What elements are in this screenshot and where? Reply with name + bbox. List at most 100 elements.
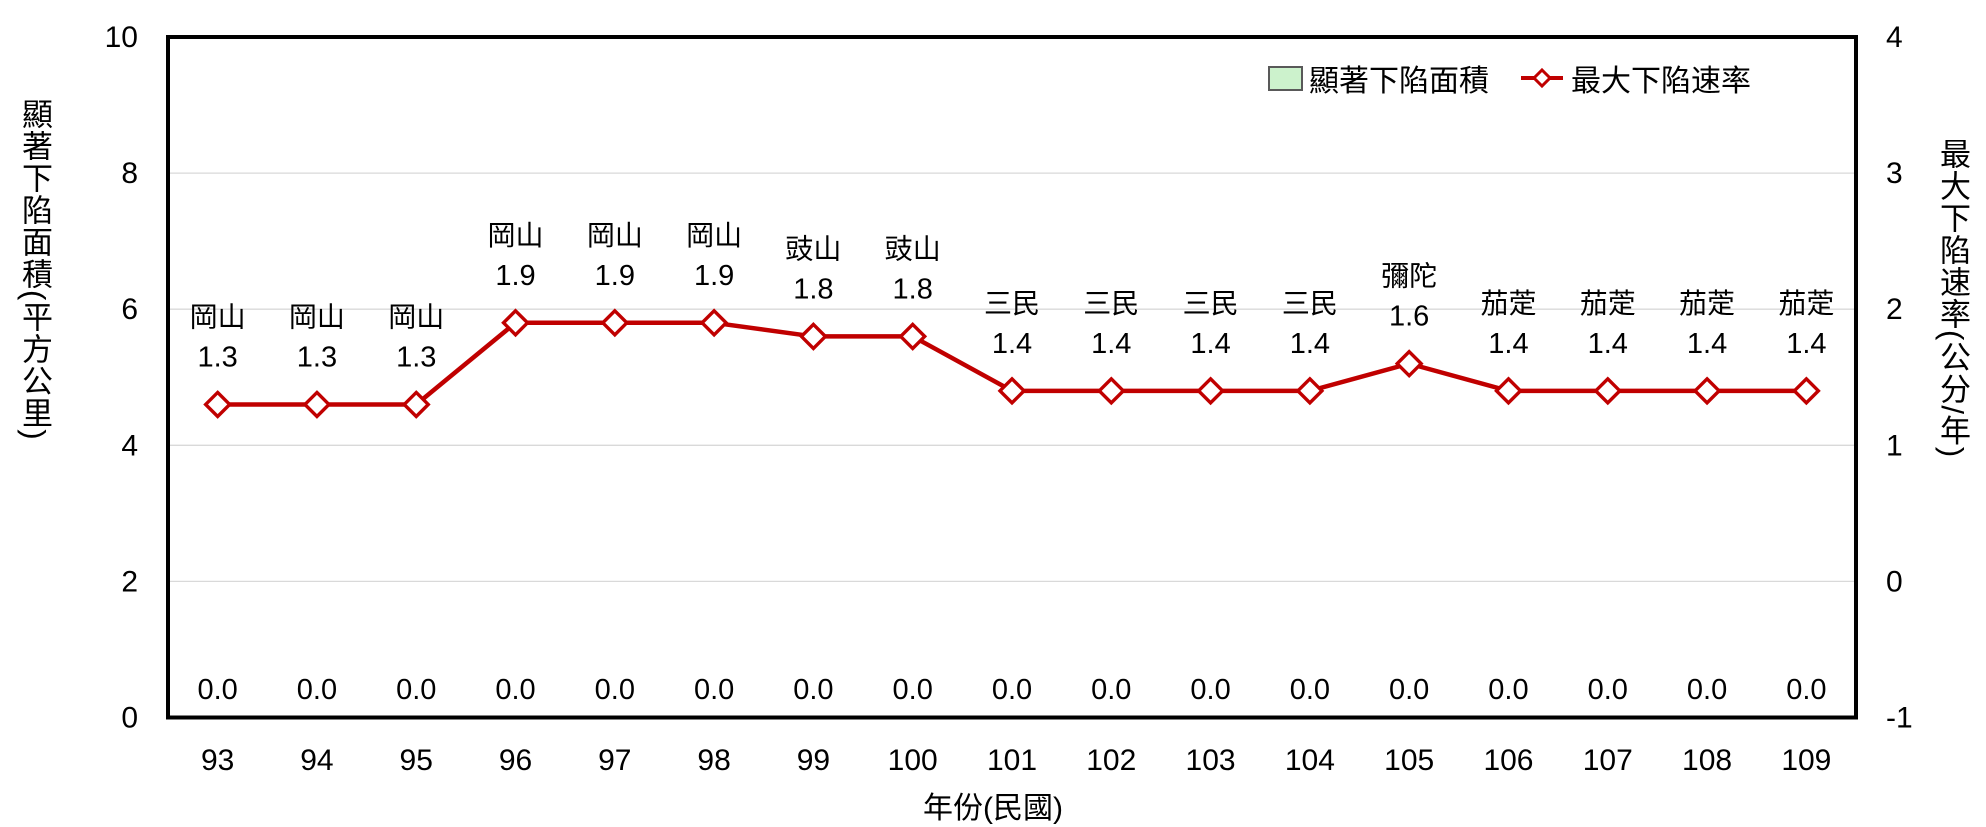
point-place-label: 岡山 (686, 220, 742, 251)
x-axis-tick-label: 98 (697, 744, 730, 777)
point-place-label: 三民 (1282, 288, 1338, 319)
point-value-label: 1.6 (1389, 301, 1429, 333)
area-value-label: 0.0 (694, 674, 734, 706)
left-axis-tick-label: 2 (121, 565, 138, 598)
point-value-label: 1.9 (595, 260, 635, 292)
area-value-label: 0.0 (595, 674, 635, 706)
data-point-marker (1196, 376, 1225, 406)
data-point-marker (997, 376, 1027, 406)
data-point-marker (699, 308, 729, 338)
left-axis-tick-label: 4 (121, 429, 138, 462)
area-value-label: 0.0 (1389, 674, 1429, 706)
right-axis-tick-label: 2 (1886, 293, 1903, 326)
point-place-label: 三民 (1183, 288, 1239, 319)
point-value-label: 1.9 (495, 260, 535, 292)
data-point-marker (1791, 376, 1821, 406)
left-axis-title: 顯著下陷面積(平方公里) (17, 98, 52, 441)
x-axis-tick-label: 102 (1086, 744, 1136, 777)
right-axis-tick-label: -1 (1886, 702, 1913, 735)
x-axis-tick-label: 105 (1384, 744, 1434, 777)
legend-area-label: 顯著下陷面積 (1309, 65, 1489, 98)
data-point-marker (1096, 376, 1126, 406)
x-axis-tick-label: 99 (797, 744, 830, 777)
area-value-label: 0.0 (396, 674, 436, 706)
point-value-label: 1.8 (793, 273, 833, 305)
point-place-label: 茄萣 (1778, 288, 1834, 319)
data-point-marker (898, 322, 928, 351)
area-value-label: 0.0 (1290, 674, 1330, 706)
data-point-marker (1593, 376, 1623, 406)
data-point-marker (1494, 376, 1523, 406)
x-axis-tick-label: 95 (400, 744, 433, 777)
point-place-label: 豉山 (785, 233, 841, 264)
data-point-marker (600, 308, 630, 338)
point-value-label: 1.4 (1290, 328, 1330, 360)
x-axis-tick-label: 94 (300, 744, 333, 777)
left-axis-tick-label: 8 (121, 157, 138, 190)
x-axis-tick-label: 93 (201, 744, 234, 777)
right-axis-tick-label: 1 (1886, 429, 1903, 462)
area-value-label: 0.0 (297, 674, 337, 706)
x-axis-tick-label: 100 (888, 744, 938, 777)
left-axis-tick-label: 10 (105, 21, 138, 54)
area-value-label: 0.0 (893, 674, 933, 706)
data-point-marker (501, 308, 530, 338)
area-value-label: 0.0 (1091, 674, 1131, 706)
area-value-label: 0.0 (992, 674, 1032, 706)
area-value-label: 0.0 (1190, 674, 1230, 706)
point-value-label: 1.4 (1588, 328, 1628, 360)
data-point-marker (799, 322, 828, 351)
data-point-marker (1295, 376, 1325, 406)
area-value-label: 0.0 (1488, 674, 1528, 706)
point-place-label: 岡山 (289, 301, 345, 332)
point-place-label: 岡山 (587, 220, 643, 251)
point-value-label: 1.4 (1687, 328, 1727, 360)
area-value-label: 0.0 (793, 674, 833, 706)
data-point-marker (1394, 349, 1424, 379)
left-axis-tick-label: 0 (121, 702, 138, 735)
area-value-label: 0.0 (495, 674, 535, 706)
x-axis-title: 年份(民國) (923, 792, 1063, 825)
point-value-label: 1.8 (893, 273, 933, 305)
data-point-marker (401, 390, 431, 419)
point-value-label: 1.3 (297, 341, 337, 373)
left-axis-tick-label: 6 (121, 293, 138, 326)
point-value-label: 1.4 (1190, 328, 1230, 360)
x-axis-tick-label: 96 (499, 744, 532, 777)
area-value-label: 0.0 (197, 674, 237, 706)
data-point-marker (203, 390, 233, 419)
right-axis-tick-label: 0 (1886, 565, 1903, 598)
x-axis-tick-label: 108 (1682, 744, 1732, 777)
area-value-label: 0.0 (1786, 674, 1826, 706)
point-place-label: 茄萣 (1480, 288, 1536, 319)
point-value-label: 1.4 (1786, 328, 1826, 360)
x-axis-tick-label: 101 (987, 744, 1037, 777)
right-axis-tick-label: 4 (1886, 21, 1903, 54)
point-place-label: 岡山 (388, 301, 444, 332)
x-axis-tick-label: 106 (1483, 744, 1533, 777)
legend-line-label: 最大下陷速率 (1571, 65, 1751, 98)
point-place-label: 岡山 (488, 220, 544, 251)
area-value-label: 0.0 (1687, 674, 1727, 706)
x-axis-tick-label: 104 (1285, 744, 1335, 777)
area-swatch-icon (1268, 65, 1303, 91)
point-value-label: 1.3 (197, 341, 237, 373)
point-value-label: 1.4 (992, 328, 1032, 360)
x-axis-tick-label: 109 (1781, 744, 1831, 777)
point-place-label: 三民 (984, 288, 1040, 319)
x-axis-tick-label: 97 (598, 744, 631, 777)
point-value-label: 1.9 (694, 260, 734, 292)
point-place-label: 豉山 (885, 233, 941, 264)
plot-border (166, 35, 1858, 720)
x-axis-tick-label: 107 (1583, 744, 1633, 777)
x-axis-tick-label: 103 (1186, 744, 1236, 777)
point-place-label: 岡山 (190, 301, 246, 332)
point-value-label: 1.4 (1488, 328, 1528, 360)
legend-item-line: 最大下陷速率 (1519, 56, 1751, 100)
right-axis-tick-label: 3 (1886, 157, 1903, 190)
point-value-label: 1.3 (396, 341, 436, 373)
right-axis-title: 最大下陷速率(公分/年) (1935, 138, 1970, 459)
point-value-label: 1.4 (1091, 328, 1131, 360)
